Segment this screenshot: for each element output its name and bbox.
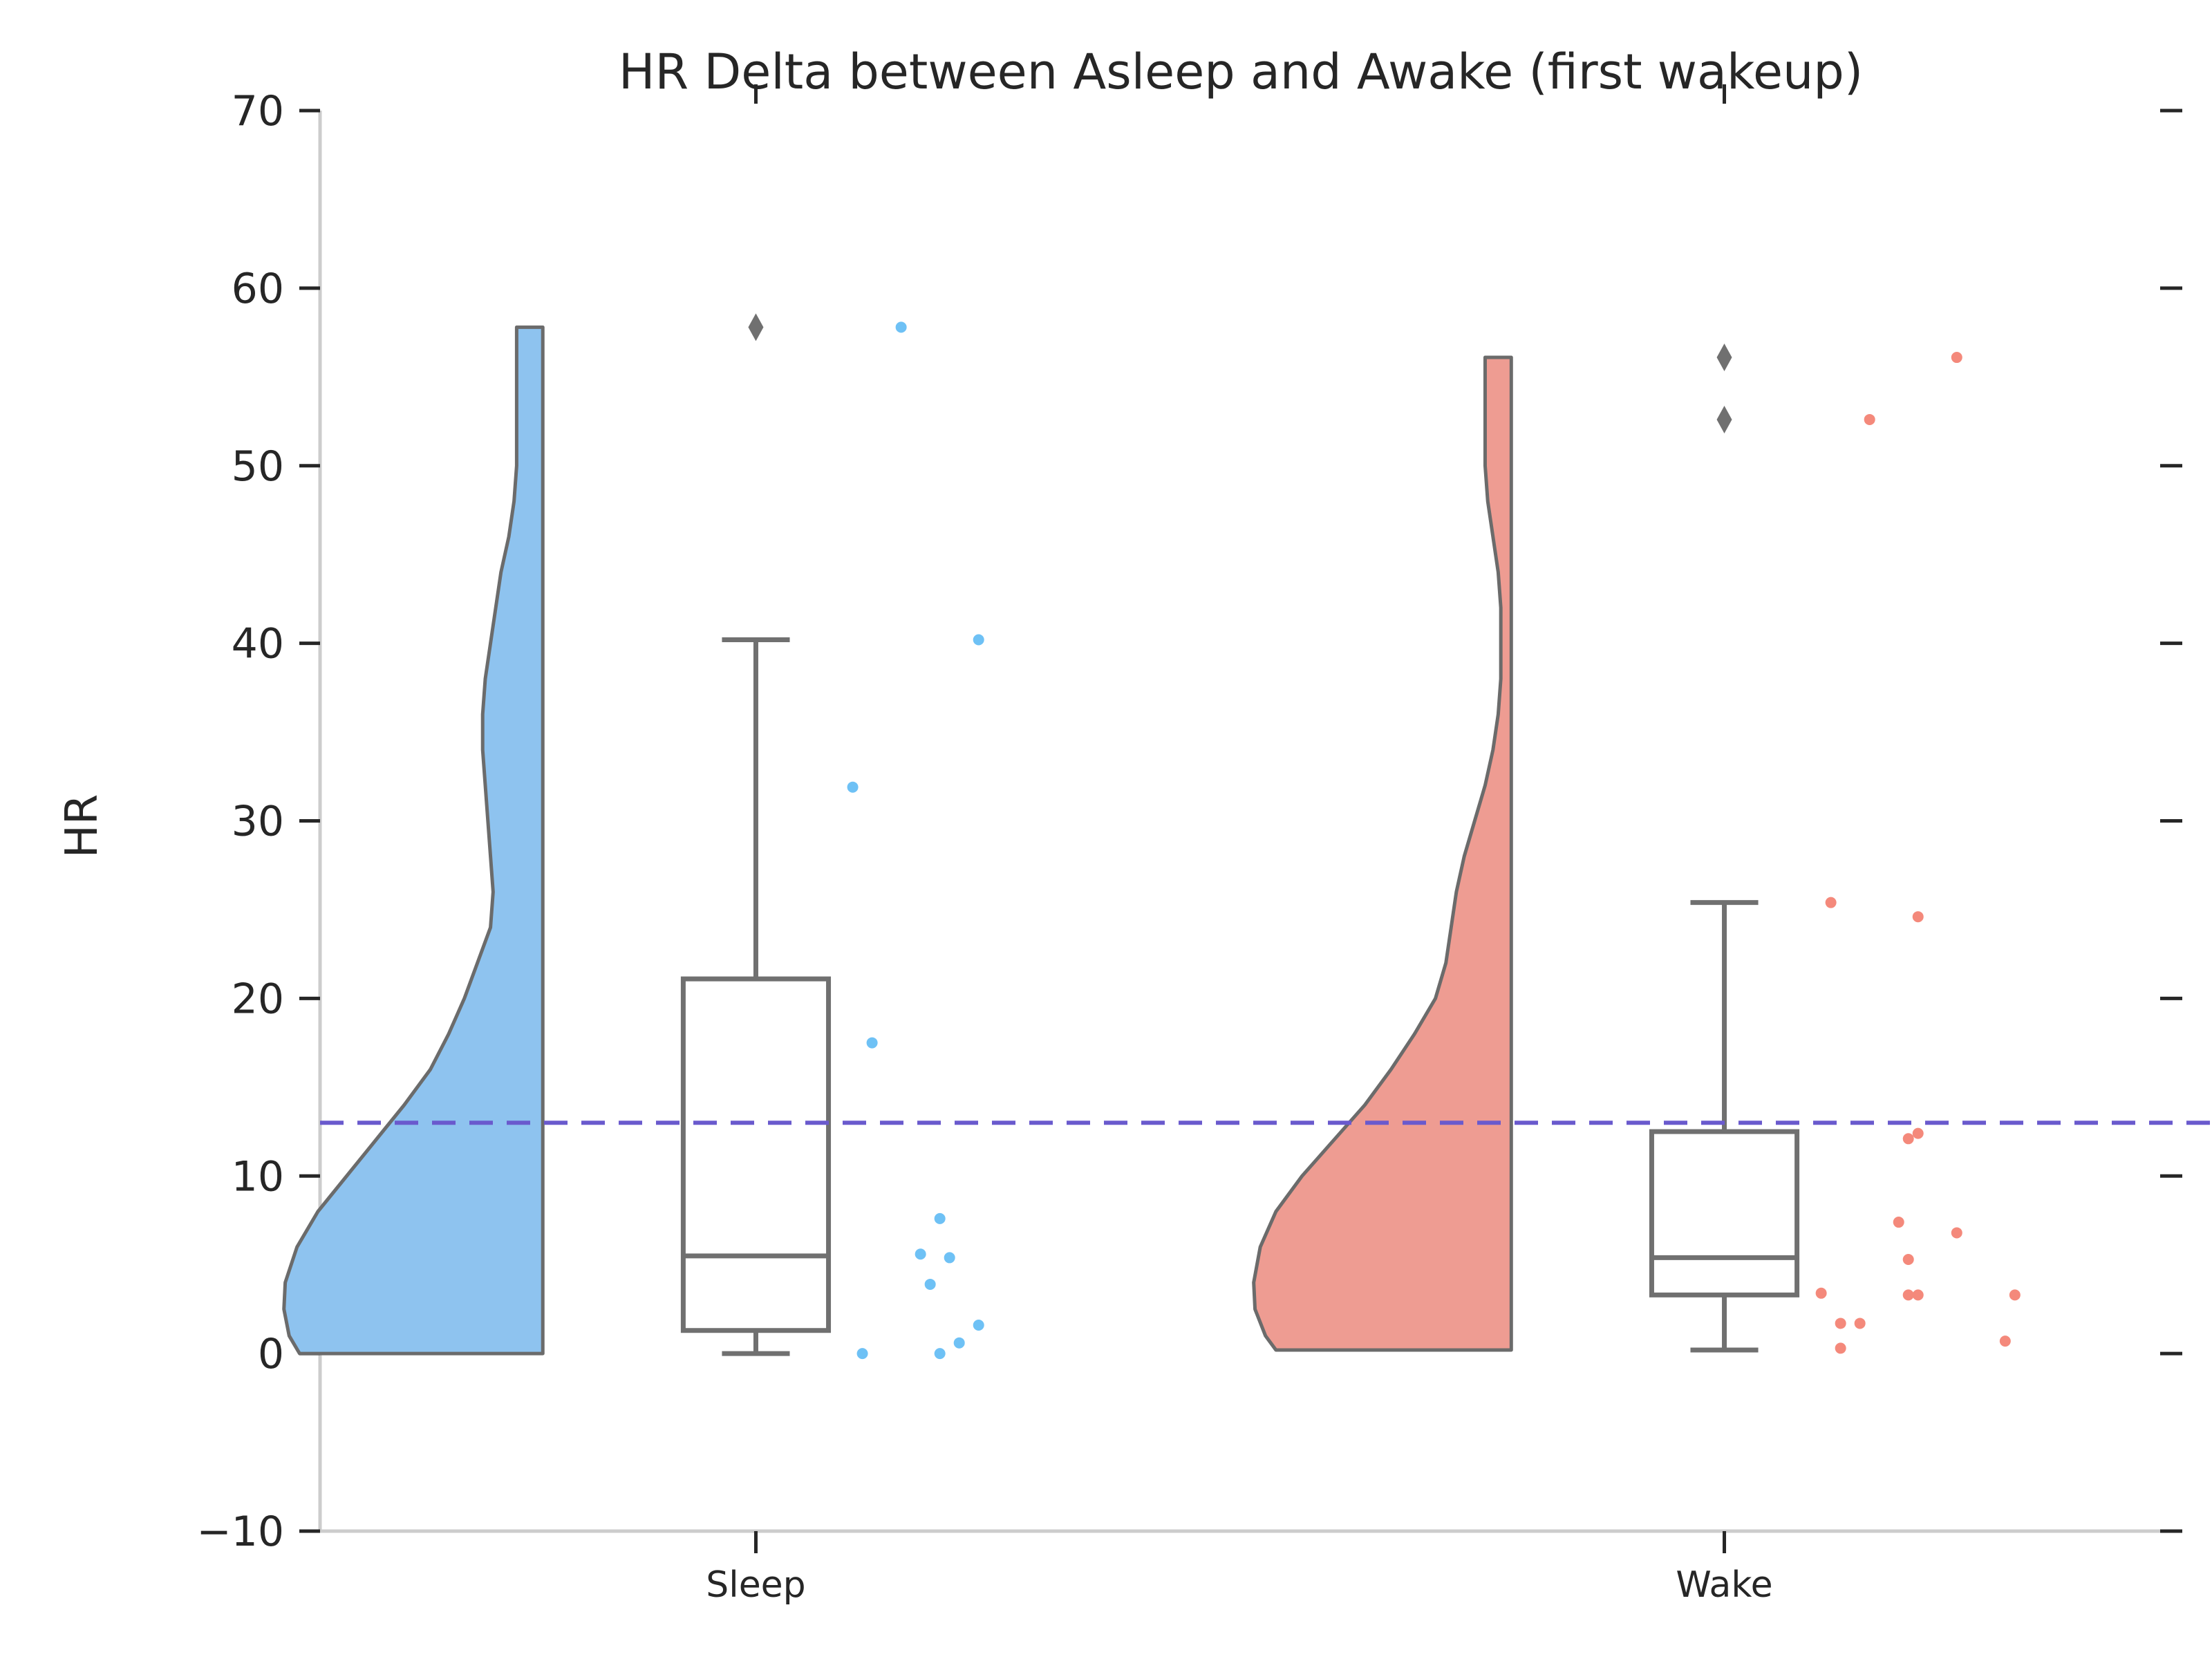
group-sleep — [282, 313, 984, 1360]
data-point — [1902, 1133, 1914, 1145]
data-point — [1912, 1127, 1924, 1139]
data-point — [1825, 897, 1837, 908]
data-point — [1815, 1287, 1827, 1299]
box-wake — [1649, 1129, 1800, 1297]
data-point — [934, 1348, 946, 1360]
y-tick-label: 0 — [258, 1330, 284, 1378]
y-axis-label: HR — [57, 794, 108, 859]
violin-sleep — [282, 325, 545, 1356]
data-point — [944, 1252, 955, 1264]
data-point — [1854, 1318, 1866, 1329]
data-point — [1835, 1318, 1846, 1329]
data-point — [856, 1348, 868, 1360]
group-wake — [1252, 344, 2021, 1354]
box-sleep — [680, 976, 832, 1333]
data-point — [1902, 1289, 1914, 1301]
data-point — [1999, 1335, 2011, 1347]
data-point — [1951, 352, 1962, 364]
y-tick-label: 10 — [232, 1152, 284, 1201]
y-tick-label: 70 — [232, 87, 284, 135]
data-point — [1902, 1253, 1914, 1265]
data-point — [1912, 1289, 1924, 1301]
data-point — [1835, 1342, 1846, 1354]
data-point — [953, 1337, 965, 1349]
data-point — [1893, 1217, 1904, 1228]
y-tick-label: 50 — [232, 442, 284, 491]
data-point — [973, 1320, 984, 1331]
plot-area: −10 0 10 20 30 40 50 60 70 Sleep Wake — [196, 84, 2212, 1606]
y-tick-label: 20 — [232, 975, 284, 1023]
y-tick-label: 40 — [232, 620, 284, 668]
data-point — [2009, 1289, 2021, 1301]
y-tick-label: 60 — [232, 265, 284, 313]
y-tick-label: −10 — [196, 1508, 284, 1556]
outlier-marker — [1716, 344, 1732, 372]
data-point — [1864, 413, 1875, 425]
violin-wake — [1252, 355, 1513, 1352]
chart-title: HR Delta between Asleep and Awake (first… — [619, 44, 1863, 100]
data-point — [866, 1037, 878, 1049]
y-tick-label: 30 — [232, 798, 284, 846]
outlier-marker — [748, 313, 764, 341]
outlier-marker — [1716, 405, 1732, 433]
data-point — [915, 1248, 926, 1260]
x-tick-label-sleep: Sleep — [706, 1564, 805, 1606]
data-point — [847, 781, 859, 793]
x-tick-label-wake: Wake — [1676, 1564, 1772, 1606]
data-point — [973, 634, 984, 646]
data-point — [924, 1278, 936, 1290]
data-point — [934, 1212, 946, 1224]
data-point — [895, 321, 907, 333]
data-point — [1912, 911, 1924, 923]
data-point — [1951, 1227, 1962, 1239]
